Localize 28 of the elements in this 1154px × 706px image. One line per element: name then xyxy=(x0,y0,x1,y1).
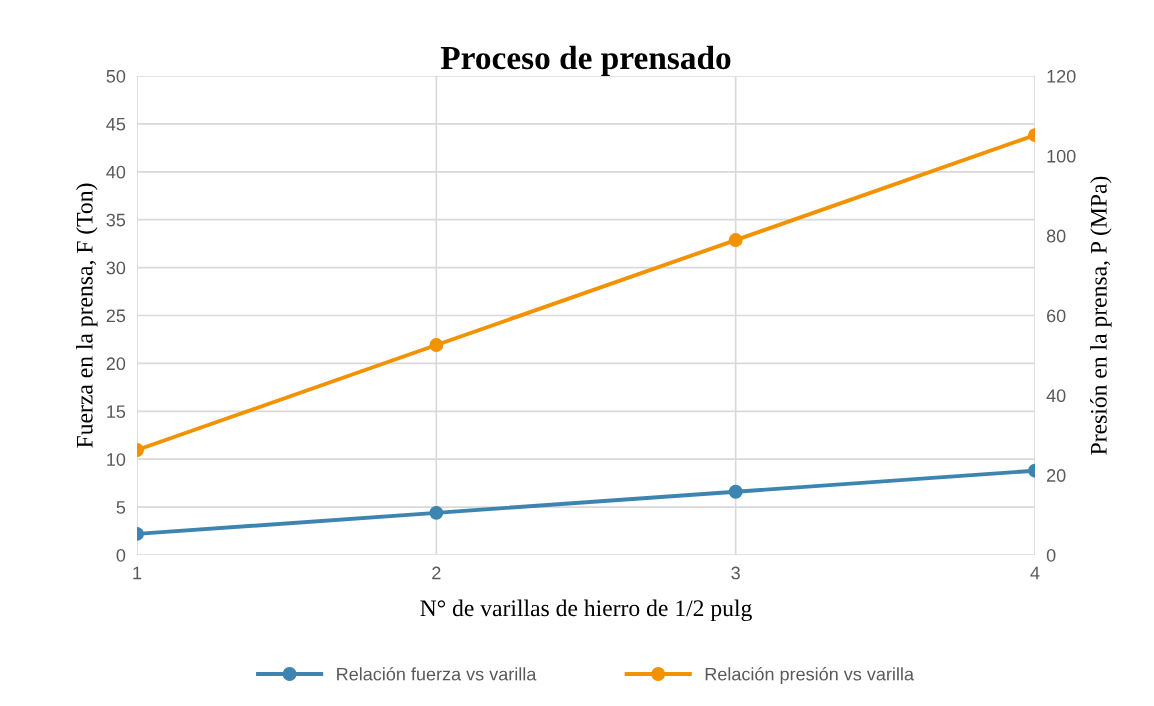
x-tick-label: 3 xyxy=(731,566,740,580)
y2-tick-label: 60 xyxy=(1047,309,1066,323)
y-tick-label: 0 xyxy=(116,548,126,562)
y2-tick-label: 100 xyxy=(1047,149,1076,163)
x-axis-title: N° de varillas de hierro de 1/2 pulg xyxy=(420,599,752,622)
y-tick-label: 45 xyxy=(106,118,126,131)
x-tick-label: 4 xyxy=(1030,566,1040,580)
chart-title: Proceso de prensado xyxy=(440,45,731,76)
legend-label: Relación presión vs varilla xyxy=(705,667,914,685)
y-tick-label: 5 xyxy=(116,501,126,514)
x-tick-label: 1 xyxy=(133,566,142,580)
y2-tick-label: 40 xyxy=(1046,389,1066,403)
y-tick-label: 15 xyxy=(107,405,126,419)
y-tick-label: 50 xyxy=(106,69,126,83)
y2-tick-label: 20 xyxy=(1047,469,1066,482)
y-tick-label: 20 xyxy=(106,357,126,371)
y-axis-title: Fuerza en la prensa, F (Ton) xyxy=(76,183,98,448)
y-tick-label: 40 xyxy=(106,165,126,179)
y-tick-label: 30 xyxy=(106,261,126,275)
y2-tick-label: 80 xyxy=(1046,229,1066,243)
y-tick-label: 35 xyxy=(106,213,126,227)
y2-tick-label: 120 xyxy=(1047,69,1076,83)
x-tick-label: 2 xyxy=(432,566,441,580)
y-tick-label: 10 xyxy=(107,453,126,466)
y-tick-label: 25 xyxy=(106,309,126,323)
y2-axis-title: Presión en la prensa, P (MPa) xyxy=(1090,176,1112,455)
y2-tick-label: 0 xyxy=(1046,548,1056,562)
legend-label: Relación fuerza vs varilla xyxy=(337,667,537,681)
